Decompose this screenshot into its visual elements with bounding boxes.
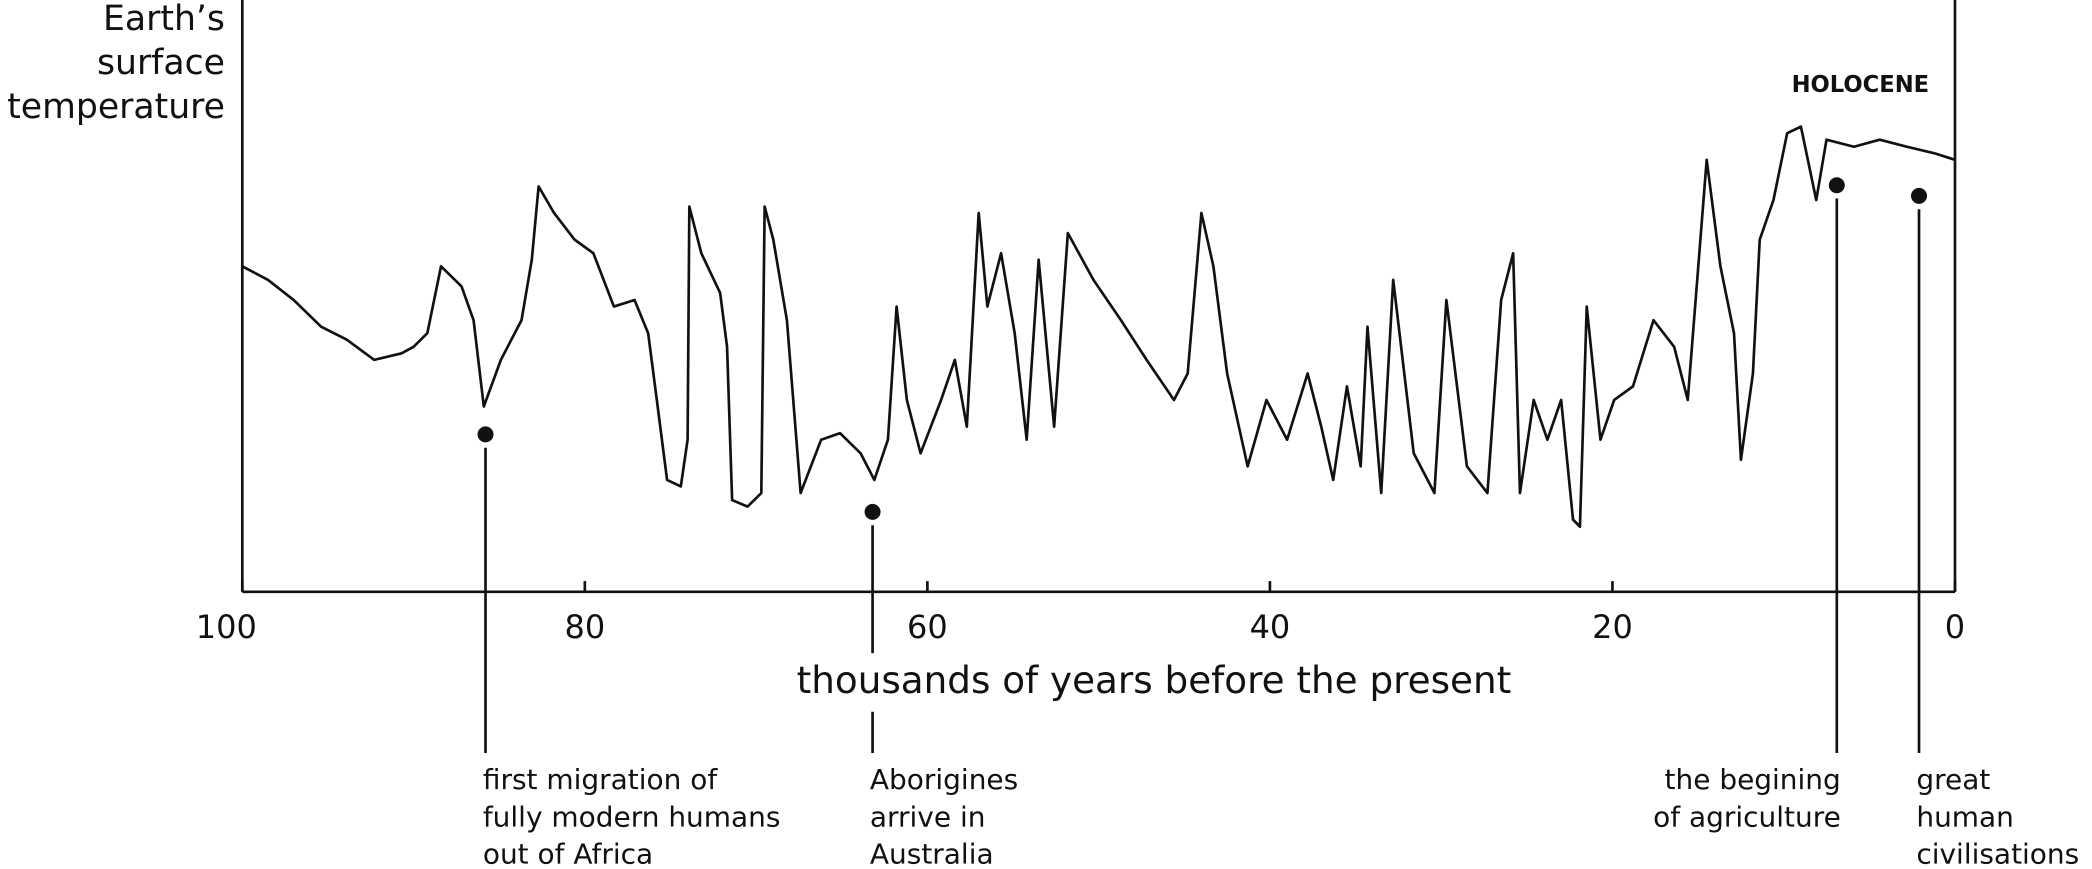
annotation-dot bbox=[1911, 187, 1928, 204]
annotation-text: Australia bbox=[870, 838, 994, 869]
annotation-dot bbox=[1828, 177, 1845, 194]
y-axis-title: Earth’s bbox=[103, 0, 225, 39]
annotation-text: out of Africa bbox=[483, 838, 653, 869]
annotation-dot bbox=[864, 503, 881, 520]
x-tick-label: 40 bbox=[1250, 608, 1291, 646]
annotation-text: arrive in bbox=[870, 800, 986, 833]
x-tick-label: 80 bbox=[564, 608, 605, 646]
x-tick-label: 100 bbox=[196, 608, 257, 646]
annotation-text: human bbox=[1916, 800, 2014, 833]
x-tick-label: 20 bbox=[1592, 608, 1633, 646]
x-tick-label: 60 bbox=[907, 608, 948, 646]
annotation-text: of agriculture bbox=[1653, 800, 1841, 833]
annotation-text: Aborigines bbox=[870, 763, 1018, 796]
region-label: HOLOCENE bbox=[1792, 72, 1930, 98]
annotation-dot bbox=[477, 426, 494, 443]
y-axis-title: temperature bbox=[7, 87, 225, 127]
annotation-text: first migration of bbox=[483, 763, 719, 796]
annotation-text: the begining bbox=[1665, 763, 1841, 796]
x-tick-label: 0 bbox=[1945, 608, 1965, 646]
temperature-line bbox=[241, 125, 1956, 529]
x-axis-title: thousands of years before the present bbox=[797, 658, 1512, 702]
annotation-text: civilisations bbox=[1916, 838, 2079, 869]
annotation-text: fully modern humans bbox=[483, 800, 781, 833]
y-axis-title: surface bbox=[97, 43, 225, 83]
annotation-text: great bbox=[1916, 763, 1990, 796]
